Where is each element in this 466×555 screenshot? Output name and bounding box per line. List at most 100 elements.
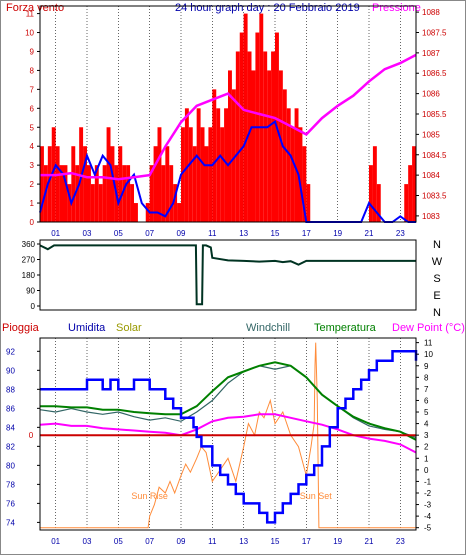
wind-bar	[67, 184, 72, 222]
direction-y-tick: 0	[31, 302, 36, 311]
humidity-label: Umidita	[68, 322, 106, 334]
wind-pressure-chart: Forza vento 24 hour graph day : 20 Febbr…	[6, 2, 447, 238]
temp-y-tick: 6	[424, 396, 429, 405]
temp-y-tick: -4	[424, 512, 432, 521]
humidity-y-tick: 88	[6, 385, 15, 394]
humidity-y-tick: 92	[6, 347, 15, 356]
wind-bar	[200, 127, 205, 222]
wind-bar	[157, 127, 162, 222]
humidity-y-ticks: 74 76 78 80 82 84 86 88 90 92	[6, 347, 40, 527]
wind-bar	[204, 146, 209, 222]
wind-bar	[290, 127, 295, 222]
temp-y-tick: 5	[424, 408, 429, 417]
temp-y-tick: 11	[424, 339, 433, 348]
temp-x-tick: 15	[271, 537, 280, 546]
wind-bar	[235, 51, 240, 223]
temp-y-tick: 0	[424, 466, 429, 475]
wind-bar	[98, 184, 103, 222]
wind-bar	[122, 165, 127, 222]
wind-bar	[102, 165, 107, 222]
wind-bar	[90, 184, 95, 222]
humidity-y-tick: 74	[6, 518, 15, 527]
pressure-y-tick: 1084	[422, 171, 440, 180]
wind-bar	[40, 146, 44, 222]
wind-bar	[126, 165, 131, 222]
wind-bar	[173, 184, 178, 222]
direction-y-tick: 90	[26, 287, 35, 296]
wind-bar	[63, 165, 68, 222]
temp-x-tick: 11	[208, 537, 217, 546]
humidity-y-tick: 82	[6, 442, 15, 451]
wind-bar	[286, 108, 291, 222]
wind-x-tick: 09	[177, 229, 186, 238]
wind-bar	[153, 146, 158, 222]
wind-bar	[87, 165, 91, 222]
wind-bar	[149, 165, 154, 222]
wind-x-tick: 21	[365, 229, 374, 238]
pressure-y-tick: 1087	[422, 49, 440, 58]
wind-bar	[161, 165, 166, 222]
wind-bar	[47, 146, 52, 222]
pressure-y-tick: 1086.5	[422, 69, 447, 78]
temp-y-tick: 8	[424, 373, 429, 382]
pressure-y-tick: 1085.5	[422, 110, 447, 119]
pressure-y-ticks: 1083 1083.5 1084 1084.5 1085 1085.5 1086 1086.5…	[416, 8, 447, 221]
wind-bar	[408, 165, 413, 222]
wind-bar	[59, 165, 64, 222]
temp-x-tick: 09	[177, 537, 186, 546]
wind-y-tick: 4	[30, 142, 35, 151]
wind-bar	[267, 70, 272, 222]
wind-bar	[110, 146, 115, 222]
wind-bar	[177, 203, 181, 222]
temp-x-tick: 01	[51, 537, 60, 546]
wind-bar	[294, 108, 299, 222]
wind-bar	[220, 127, 225, 222]
wind-bar	[188, 127, 193, 222]
compass-letter: N	[433, 239, 441, 251]
windchill-line	[39, 365, 417, 439]
temp-plot-frame	[39, 337, 417, 531]
temp-y-tick: 7	[424, 385, 429, 394]
wind-bar	[404, 184, 409, 222]
wind-bar	[208, 127, 213, 222]
wind-bar	[216, 108, 221, 222]
wind-x-tick: 01	[51, 229, 60, 238]
temp-x-ticks: 01 03 05 07 09 11 13 15 17 19 21 23	[51, 537, 405, 546]
wind-bar	[259, 13, 264, 222]
dewpoint-label: Dew Point (°C)	[392, 322, 465, 334]
wind-bar	[228, 70, 232, 222]
direction-y-tick: 180	[22, 271, 36, 280]
wind-bar	[196, 108, 201, 222]
compass-letter: S	[433, 273, 440, 285]
wind-bar	[278, 70, 283, 222]
wind-bar	[372, 146, 377, 222]
wind-bar	[55, 146, 60, 222]
wind-x-tick: 07	[145, 229, 154, 238]
wind-bar	[247, 51, 252, 223]
pressure-axis-label: Pressione	[372, 2, 421, 14]
wind-bar	[306, 184, 311, 222]
wind-y-tick: 3	[30, 161, 35, 170]
wind-x-tick: 19	[333, 229, 342, 238]
wind-bar	[118, 146, 123, 222]
temperature-humidity-chart: Pioggia Umidita Solar Windchill Temperat…	[2, 322, 465, 546]
wind-bar	[271, 51, 275, 223]
wind-bar	[224, 108, 228, 222]
wind-bar	[181, 127, 185, 222]
compass-letter: W	[432, 256, 443, 268]
temp-x-tick: 17	[302, 537, 311, 546]
wind-bar	[376, 184, 381, 222]
direction-y-tick: 360	[22, 240, 36, 249]
temp-y-ticks: -5 -4 -3 -2 -1 0 1 2 3 4 5 6 7 8 9 10 11	[416, 339, 433, 533]
direction-y-ticks: 0 90 180 270 360	[22, 240, 40, 311]
temp-x-tick: 03	[83, 537, 92, 546]
temp-x-tick: 07	[145, 537, 154, 546]
sunrise-annotation: Sun Rise	[131, 491, 168, 501]
direction-line	[39, 244, 416, 306]
wind-axis-label: Forza vento	[6, 2, 64, 14]
wind-bar	[94, 165, 99, 222]
rain-label: Pioggia	[2, 322, 40, 334]
